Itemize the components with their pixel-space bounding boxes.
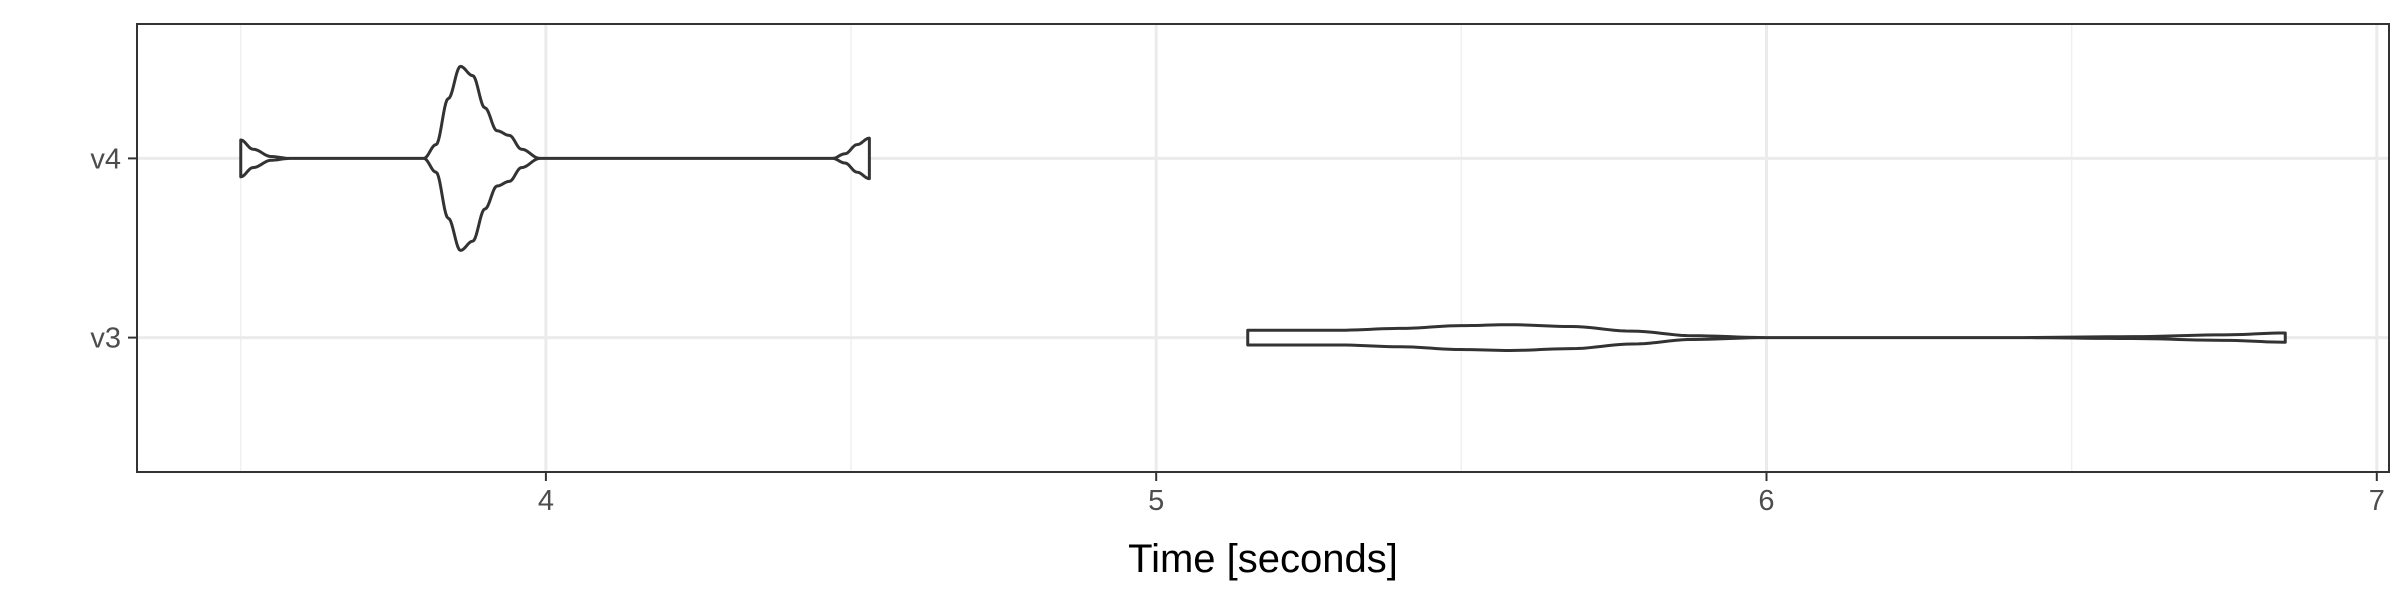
plot-panel [137,24,2389,472]
x-tick-label: 5 [1148,485,1164,517]
x-tick-label: 7 [2369,485,2385,517]
y-tick-label-v3: v3 [90,323,121,355]
violins [239,64,2287,352]
x-tick-label: 4 [538,485,554,517]
minor-gridlines [240,24,2073,472]
plot-border [136,23,2390,473]
y-axis: v3 v4 [90,143,137,355]
violin-v3 [1246,323,2287,352]
x-tick-label: 6 [1758,485,1774,517]
violin-v4 [239,64,871,252]
x-axis-title: Time [seconds] [1128,537,1398,581]
y-tick-label-v4: v4 [90,143,121,175]
x-axis: 4 5 6 7 [538,472,2385,517]
